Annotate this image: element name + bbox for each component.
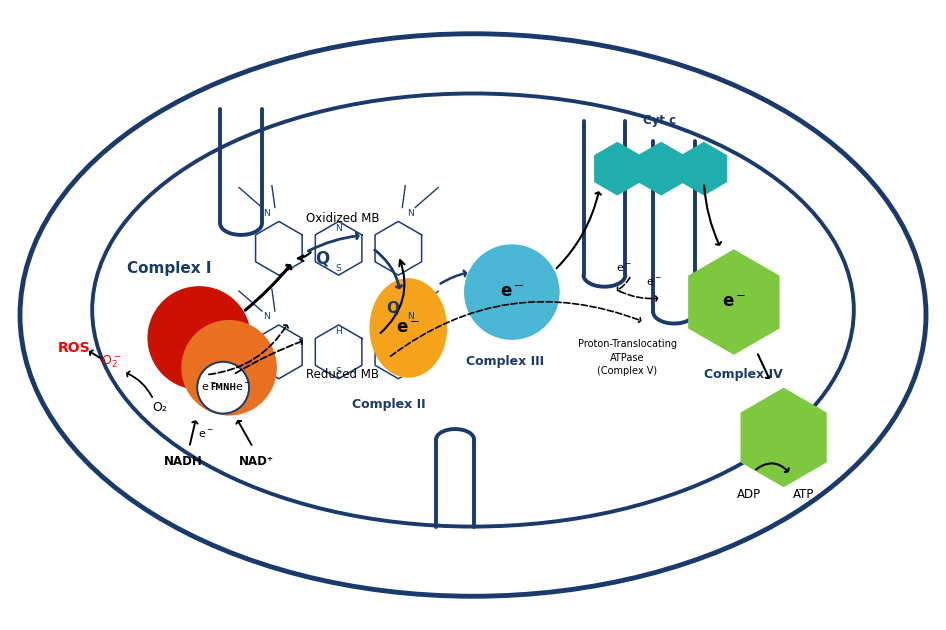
Text: N: N <box>264 209 271 218</box>
Text: ADP: ADP <box>737 488 761 501</box>
Text: N: N <box>407 312 413 321</box>
Text: O₂: O₂ <box>152 401 166 414</box>
Text: NADH: NADH <box>164 455 202 468</box>
Polygon shape <box>638 142 685 195</box>
Polygon shape <box>681 142 727 195</box>
Polygon shape <box>741 387 827 487</box>
Text: Reduced MB: Reduced MB <box>307 369 379 381</box>
Text: S: S <box>336 367 342 376</box>
Text: ATP: ATP <box>793 488 815 501</box>
Ellipse shape <box>370 278 447 378</box>
Text: $\cdot$O$_2^-$: $\cdot$O$_2^-$ <box>97 353 122 370</box>
Text: Oxidized MB: Oxidized MB <box>306 212 379 225</box>
Text: Cyt c: Cyt c <box>642 115 675 127</box>
Text: Complex II: Complex II <box>352 398 425 411</box>
Text: Complex I: Complex I <box>127 261 212 276</box>
Circle shape <box>182 320 277 416</box>
Polygon shape <box>688 249 780 355</box>
Polygon shape <box>594 142 640 195</box>
Text: Q: Q <box>316 249 330 267</box>
Text: e$^-$: e$^-$ <box>396 319 420 337</box>
Text: S: S <box>336 264 342 273</box>
Text: Complex III: Complex III <box>465 355 544 369</box>
Ellipse shape <box>20 34 926 596</box>
Text: N: N <box>264 312 271 321</box>
Text: e$^-$: e$^-$ <box>646 277 662 288</box>
Text: e$^-$: e$^-$ <box>616 263 632 274</box>
Text: Q: Q <box>386 301 399 316</box>
Text: N: N <box>407 209 413 218</box>
Circle shape <box>464 244 560 340</box>
Text: N: N <box>335 224 342 233</box>
Text: ROS: ROS <box>58 341 90 355</box>
Text: Complex IV: Complex IV <box>705 369 783 381</box>
Text: e$^-$: e$^-$ <box>201 382 218 393</box>
Text: e$^-$: e$^-$ <box>198 429 214 440</box>
Circle shape <box>197 362 249 413</box>
Text: e$^-$: e$^-$ <box>499 283 524 301</box>
Text: Proton-Translocating
ATPase
(Complex V): Proton-Translocating ATPase (Complex V) <box>578 339 676 376</box>
Text: NAD⁺: NAD⁺ <box>238 455 273 468</box>
Text: e$^-$: e$^-$ <box>235 382 251 393</box>
Text: e$^-$: e$^-$ <box>722 293 746 311</box>
Circle shape <box>148 286 251 390</box>
Text: FMNH: FMNH <box>210 383 236 392</box>
Text: H: H <box>335 328 342 336</box>
